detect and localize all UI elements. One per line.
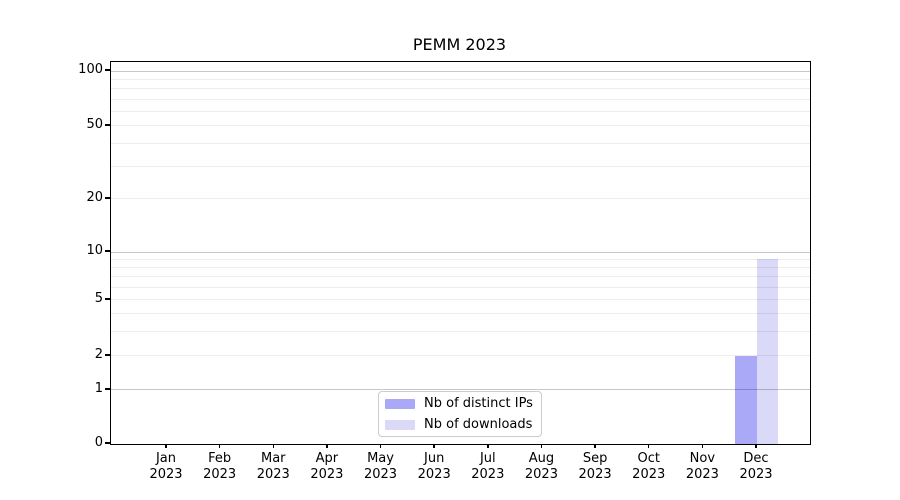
bar-dec-series0 <box>735 355 757 444</box>
y-gridline <box>111 70 810 72</box>
y-gridline <box>111 111 810 113</box>
y-tick <box>105 388 110 390</box>
y-tick <box>105 442 110 444</box>
x-tick-label: May 2023 <box>363 451 398 482</box>
x-tick-label: Oct 2023 <box>632 451 666 482</box>
x-tick <box>648 444 650 449</box>
y-tick-label: 0 <box>94 435 103 450</box>
y-tick-label: 20 <box>86 189 103 205</box>
x-tick <box>540 444 543 449</box>
bars-layer <box>111 62 810 444</box>
y-tick <box>105 197 110 199</box>
chart-title: PEMM 2023 <box>412 35 507 54</box>
y-gridline <box>111 88 810 90</box>
y-tick-label: 5 <box>94 290 103 306</box>
x-tick <box>433 444 435 449</box>
x-tick-label: Aug 2023 <box>524 451 558 482</box>
x-tick <box>701 444 704 449</box>
x-tick <box>165 444 167 449</box>
y-tick <box>105 354 110 356</box>
x-tick <box>487 444 489 449</box>
legend-item-downloads: Nb of downloads <box>385 416 535 433</box>
legend-swatch-downloads-icon <box>385 419 415 430</box>
x-tick-label: Mar 2023 <box>256 451 290 482</box>
plot-area <box>110 61 811 445</box>
x-tick-label: Jul 2023 <box>471 451 505 482</box>
y-gridline <box>111 98 810 100</box>
y-gridline <box>111 143 810 145</box>
legend-item-distinct-ips: Nb of distinct IPs <box>385 395 535 412</box>
x-tick <box>594 444 596 449</box>
x-tick <box>272 444 274 449</box>
y-gridline <box>111 330 810 332</box>
x-tick <box>379 444 382 449</box>
y-gridline <box>111 198 810 200</box>
y-gridline <box>111 258 810 260</box>
y-tick-label: 1 <box>94 380 103 396</box>
legend: Nb of distinct IPs Nb of downloads <box>378 391 542 437</box>
x-tick-label: Apr 2023 <box>310 451 344 482</box>
gridlines-layer <box>111 62 810 444</box>
y-gridline <box>111 166 810 168</box>
x-tick-label: Jan 2023 <box>149 451 183 482</box>
y-gridline <box>111 125 810 127</box>
y-tick <box>105 298 110 300</box>
y-gridline <box>111 286 810 288</box>
y-tick <box>105 124 110 126</box>
legend-label-downloads: Nb of downloads <box>424 417 533 432</box>
y-tick-label: 10 <box>86 243 103 258</box>
y-gridline <box>111 78 810 80</box>
y-gridline <box>111 299 810 301</box>
legend-swatch-distinct-ips-icon <box>385 398 415 409</box>
y-gridline <box>111 313 810 315</box>
y-tick-label: 2 <box>94 346 103 362</box>
x-tick <box>218 444 221 449</box>
y-tick-label: 100 <box>78 62 103 77</box>
x-tick-label: Feb 2023 <box>203 451 237 482</box>
y-tick-label: 50 <box>86 116 103 132</box>
x-tick-label: Dec 2023 <box>739 451 773 482</box>
legend-label-distinct-ips: Nb of distinct IPs <box>424 396 533 411</box>
y-gridline <box>111 251 810 253</box>
y-tick <box>105 250 110 252</box>
y-gridline <box>111 355 810 357</box>
x-tick-label: Nov 2023 <box>685 451 719 482</box>
x-tick <box>755 444 757 449</box>
x-tick-label: Sep 2023 <box>578 451 612 482</box>
y-gridline <box>111 266 810 268</box>
x-tick <box>326 444 328 449</box>
bar-dec-series1 <box>756 259 779 444</box>
x-tick-label: Jun 2023 <box>417 451 451 482</box>
y-tick <box>105 69 110 71</box>
y-gridline <box>111 276 810 278</box>
